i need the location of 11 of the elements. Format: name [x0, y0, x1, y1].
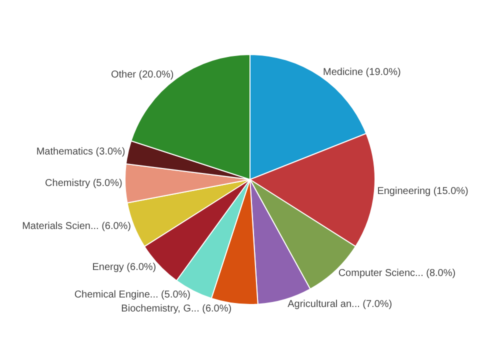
slice-label: Mathematics (3.0%)	[36, 146, 126, 158]
slice-label: Chemical Engine... (5.0%)	[74, 290, 190, 301]
slice-label: Energy (6.0%)	[92, 262, 156, 274]
slice-label: Biochemistry, G... (6.0%)	[121, 303, 232, 314]
slice-label: Agricultural an... (7.0%)	[288, 299, 392, 310]
slice-label: Medicine (19.0%)	[323, 66, 401, 78]
slice-label: Other (20.0%)	[110, 69, 174, 80]
slice-label: Engineering (15.0%)	[377, 186, 468, 197]
slice-label: Materials Scien... (6.0%)	[22, 220, 132, 232]
slice-label: Chemistry (5.0%)	[45, 178, 122, 189]
slice-label: Computer Scienc... (8.0%)	[338, 268, 456, 280]
